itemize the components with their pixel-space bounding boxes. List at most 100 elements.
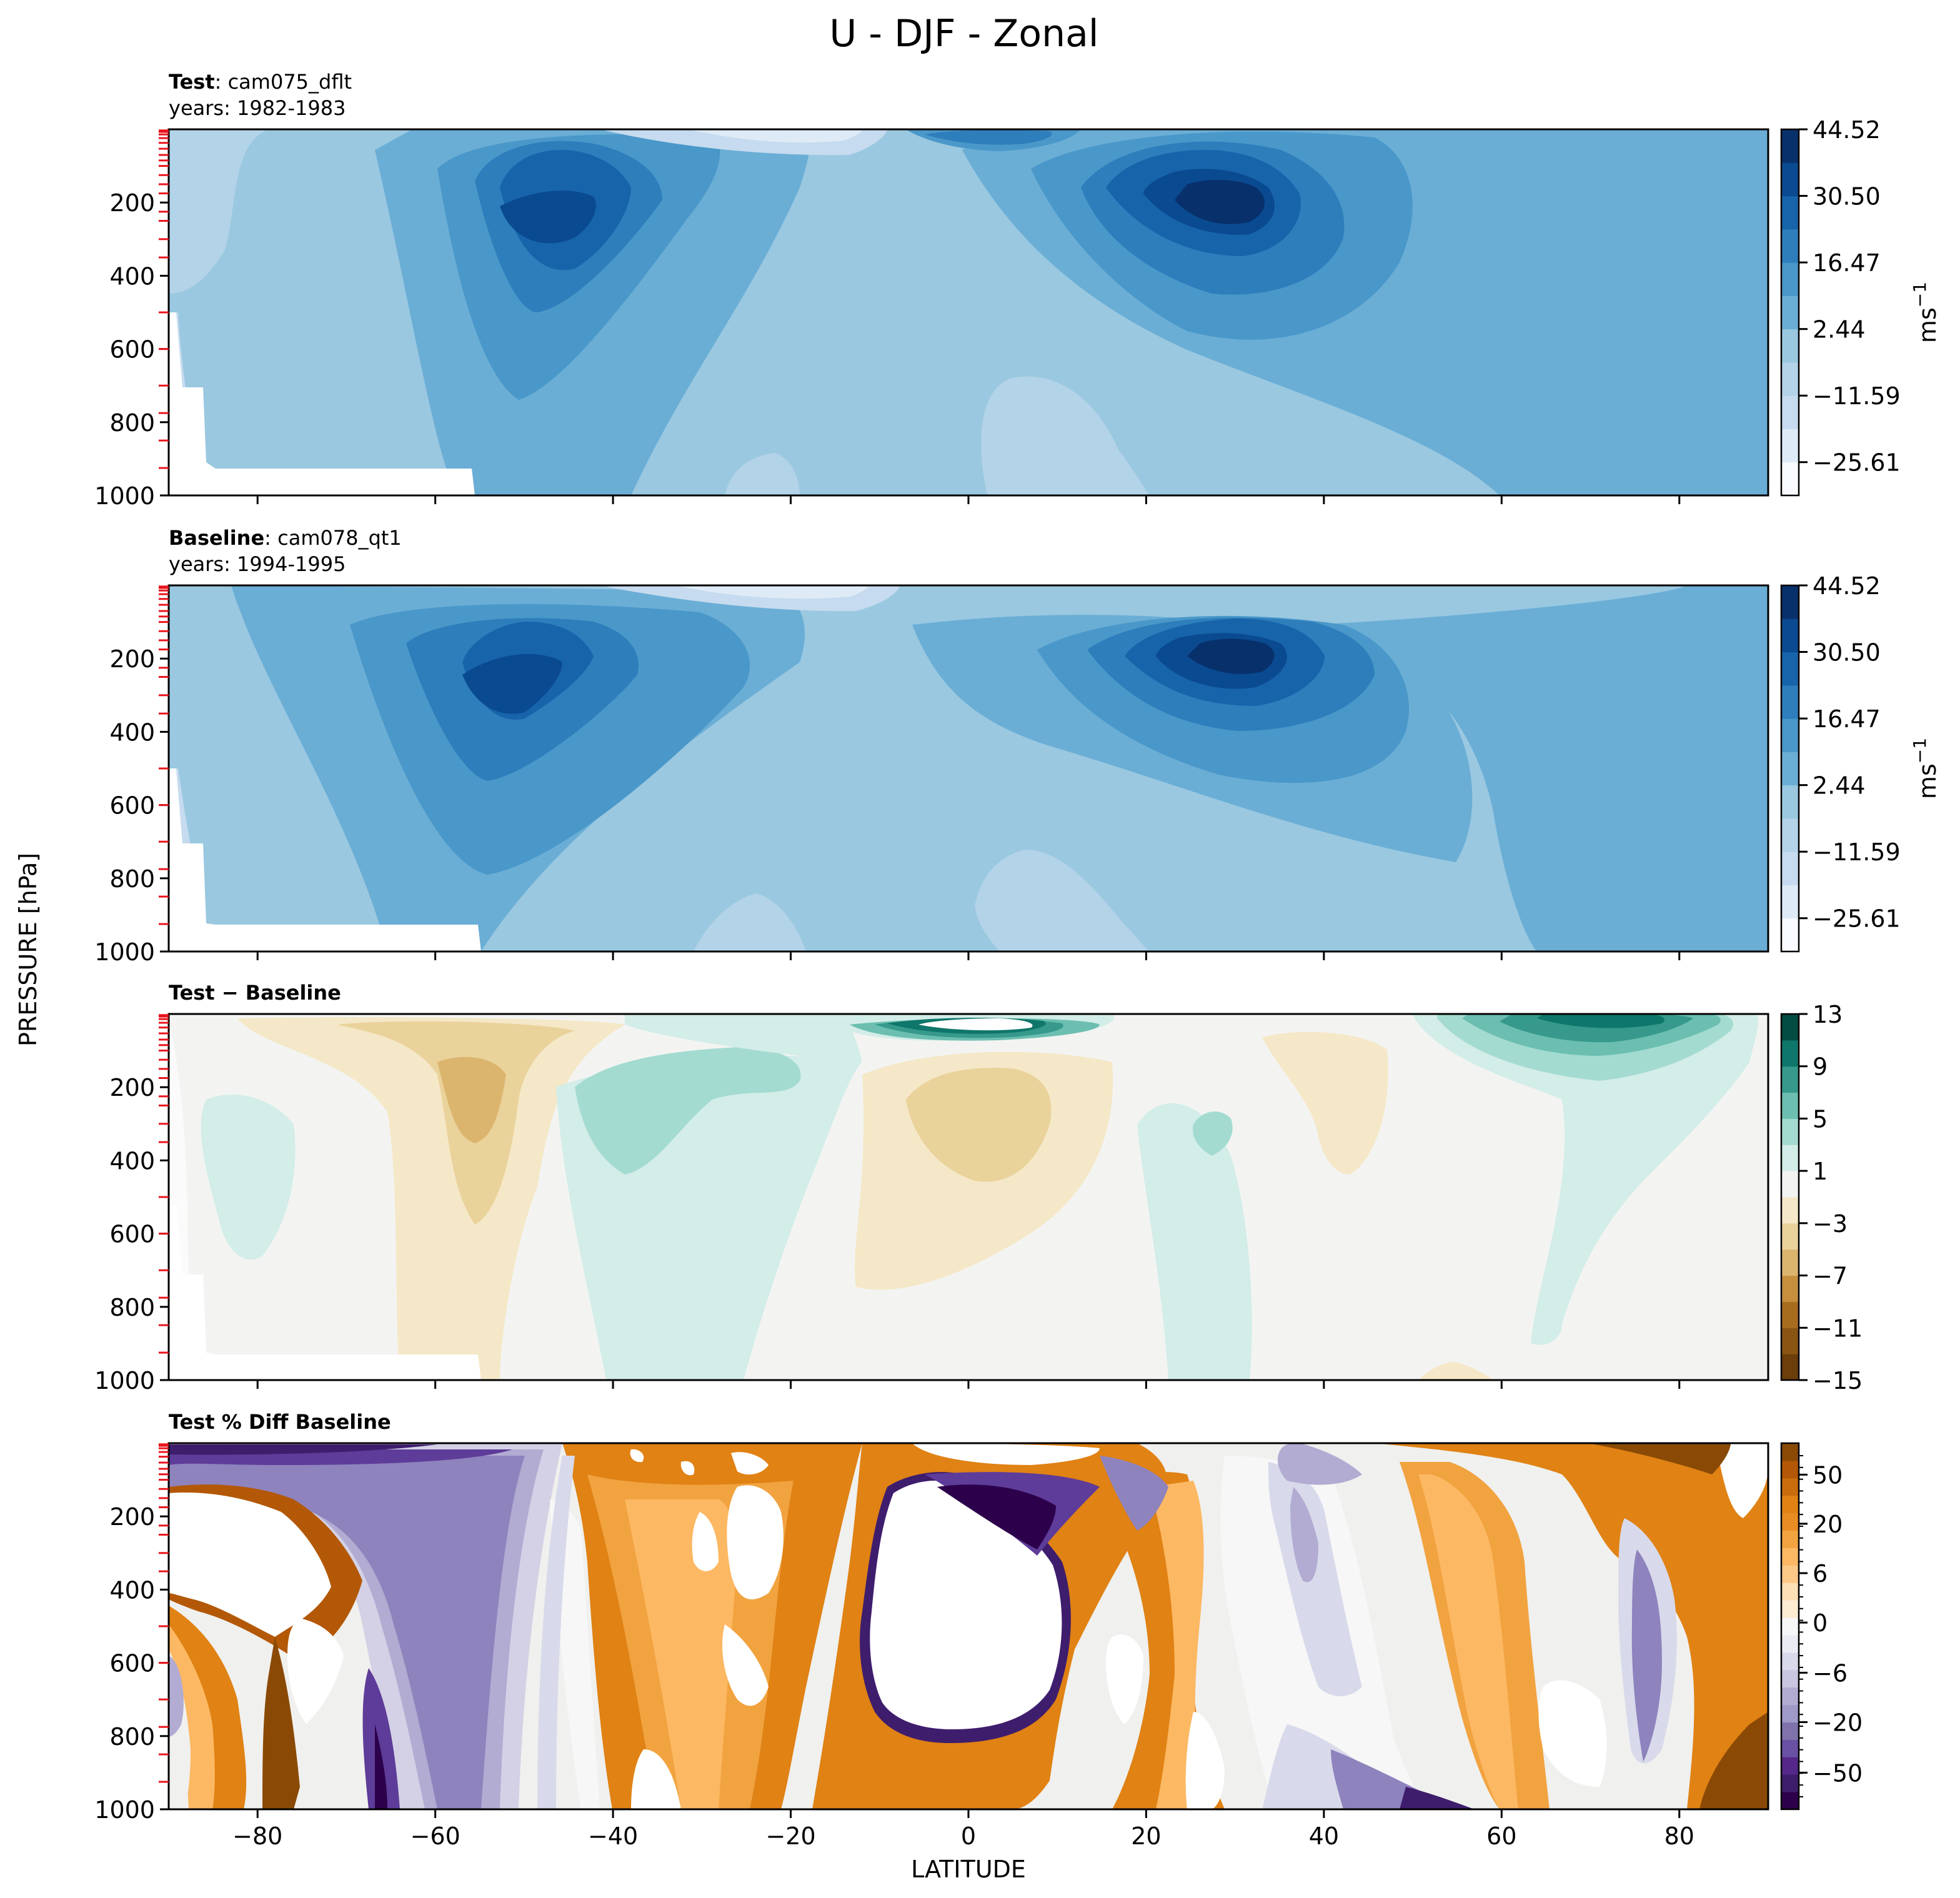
panel-title: Test: cam075_dflt — [169, 70, 352, 94]
panel-title-bold: Test — [169, 70, 215, 94]
y-tick-label: 400 — [109, 262, 155, 290]
colorbar-tick-label: 16.47 — [1813, 249, 1881, 277]
colorbar-segment — [1781, 1513, 1799, 1531]
colorbar-tick-label: 13 — [1813, 1001, 1843, 1028]
panel-difference: Test − Baseline — [167, 981, 1769, 1381]
colorbar-tick-label: −11 — [1813, 1314, 1863, 1342]
colorbar-tick-label: −7 — [1813, 1263, 1848, 1290]
panel-title-rest: : cam075_dflt — [215, 70, 352, 94]
colorbar-tick-label: 44.52 — [1813, 572, 1881, 600]
colorbar-tick-label: −3 — [1813, 1210, 1848, 1238]
colorbar-segment — [1781, 1460, 1799, 1479]
contour-field — [169, 1443, 1768, 1809]
colorbar-segment — [1781, 818, 1799, 852]
panel-axes: 200 400 600 800 1000 — [94, 1014, 1681, 1394]
panel-percent-diff: Test % Diff Baseline — [167, 1410, 1769, 1811]
colorbar-segment — [1781, 1040, 1799, 1067]
colorbar-segment — [1781, 1652, 1799, 1671]
y-tick-label: 800 — [109, 409, 155, 437]
colorbar-segment — [1781, 129, 1799, 163]
colorbar-tick-label: 30.50 — [1813, 183, 1881, 211]
y-tick-label: 800 — [109, 865, 155, 893]
colorbar-frame — [1780, 128, 1800, 497]
contour-field — [169, 1014, 1768, 1380]
x-tick-label: 40 — [1309, 1822, 1339, 1850]
panel-title-bold: Baseline — [169, 526, 264, 550]
y-tick-label: 800 — [109, 1294, 155, 1321]
colorbar-tick-label: 20 — [1813, 1511, 1843, 1538]
x-tick-label: −40 — [588, 1822, 638, 1850]
colorbar-segment — [1781, 1617, 1799, 1636]
colorbar-tick-label: −15 — [1813, 1367, 1863, 1394]
contour-field — [169, 585, 1768, 951]
colorbar-segment — [1781, 885, 1799, 919]
y-tick-label: 1000 — [94, 1367, 155, 1394]
colorbar-segment — [1781, 1171, 1799, 1198]
colorbar-segment — [1781, 162, 1799, 197]
y-tick-label: 600 — [109, 1650, 155, 1677]
colorbar-tick-label: 6 — [1813, 1560, 1828, 1587]
y-tick-label: 1000 — [94, 482, 155, 510]
colorbar-tick-label: 1 — [1813, 1158, 1828, 1185]
y-tick-label: 200 — [109, 645, 155, 673]
colorbar-segment — [1781, 1669, 1799, 1688]
y-tick-label: 200 — [109, 189, 155, 217]
colorbar-tick-label: −50 — [1813, 1759, 1863, 1787]
colorbar-segment — [1781, 1634, 1799, 1653]
colorbar-segment — [1781, 852, 1799, 885]
colorbar-segment — [1781, 652, 1799, 686]
colorbar-tick-label: 30.50 — [1813, 639, 1881, 667]
colorbar: 44.52 30.50 16.47 2.44 −11.59 −25.61 ms−1 — [1780, 572, 1941, 953]
colorbar-segment — [1781, 1687, 1799, 1706]
y-axis-label: PRESSURE [hPa] — [14, 853, 42, 1046]
figure-title: U - DJF - Zonal — [829, 12, 1098, 56]
colorbar-segment — [1781, 619, 1799, 653]
colorbar-segment — [1781, 1354, 1799, 1381]
colorbar-tick-label: 2.44 — [1813, 772, 1866, 800]
y-tick-label: 200 — [109, 1074, 155, 1101]
y-tick-label: 400 — [109, 1147, 155, 1175]
x-tick-label: −60 — [410, 1822, 460, 1850]
colorbar-segment — [1781, 1792, 1799, 1810]
colorbar-segment — [1781, 1495, 1799, 1514]
colorbar-segment — [1781, 1530, 1799, 1548]
colorbar: 13 9 5 1 −3 −7 −11 −15 — [1780, 1001, 1863, 1394]
colorbar-segment — [1781, 1223, 1799, 1250]
x-tick-label: 20 — [1131, 1822, 1161, 1850]
colorbar-segment — [1781, 296, 1799, 330]
colorbar-segment — [1781, 585, 1799, 619]
y-tick-label: 400 — [109, 718, 155, 746]
colorbar-tick-label: −20 — [1813, 1709, 1863, 1737]
axes-layer: 200 400 600 800 1000 200 400 600 800 1000 200 400 60… — [94, 129, 1694, 1850]
colorbar-segment — [1781, 1092, 1799, 1119]
x-tick-label: 80 — [1664, 1822, 1694, 1850]
panel-subtitle: years: 1982-1983 — [169, 96, 346, 120]
colorbar-segment — [1781, 1014, 1799, 1041]
y-tick-label: 200 — [109, 1503, 155, 1531]
colorbar-segment — [1781, 329, 1799, 363]
x-tick-label: −20 — [765, 1822, 815, 1850]
colorbar-tick-label: 16.47 — [1813, 705, 1881, 733]
y-tick-label: 1000 — [94, 938, 155, 966]
y-tick-label: 600 — [109, 1221, 155, 1248]
colorbar-segment — [1781, 1582, 1799, 1601]
colorbar-segment — [1781, 462, 1799, 496]
y-tick-label: 600 — [109, 792, 155, 820]
colorbar: 50 20 6 0 −6 −20 −50 — [1780, 1442, 1863, 1811]
colorbar-tick-label: 5 — [1813, 1105, 1828, 1133]
colorbar-segment — [1781, 918, 1799, 952]
colorbar-tick-label: 2.44 — [1813, 316, 1866, 344]
colorbar-segment — [1781, 785, 1799, 819]
colorbar-segment — [1781, 1443, 1799, 1461]
colorbar-segment — [1781, 196, 1799, 230]
colorbar-segment — [1781, 1704, 1799, 1722]
colorbar-segment — [1781, 1275, 1799, 1302]
panel-title-rest: : cam078_qt1 — [264, 526, 402, 550]
colorbar-segment — [1781, 362, 1799, 396]
colorbar-segment — [1781, 1197, 1799, 1224]
colorbar-segment — [1781, 1118, 1799, 1145]
colorbar-label: ms−1 — [1909, 738, 1941, 799]
colorbar-segment — [1781, 1548, 1799, 1566]
colorbar-segment — [1781, 1757, 1799, 1775]
